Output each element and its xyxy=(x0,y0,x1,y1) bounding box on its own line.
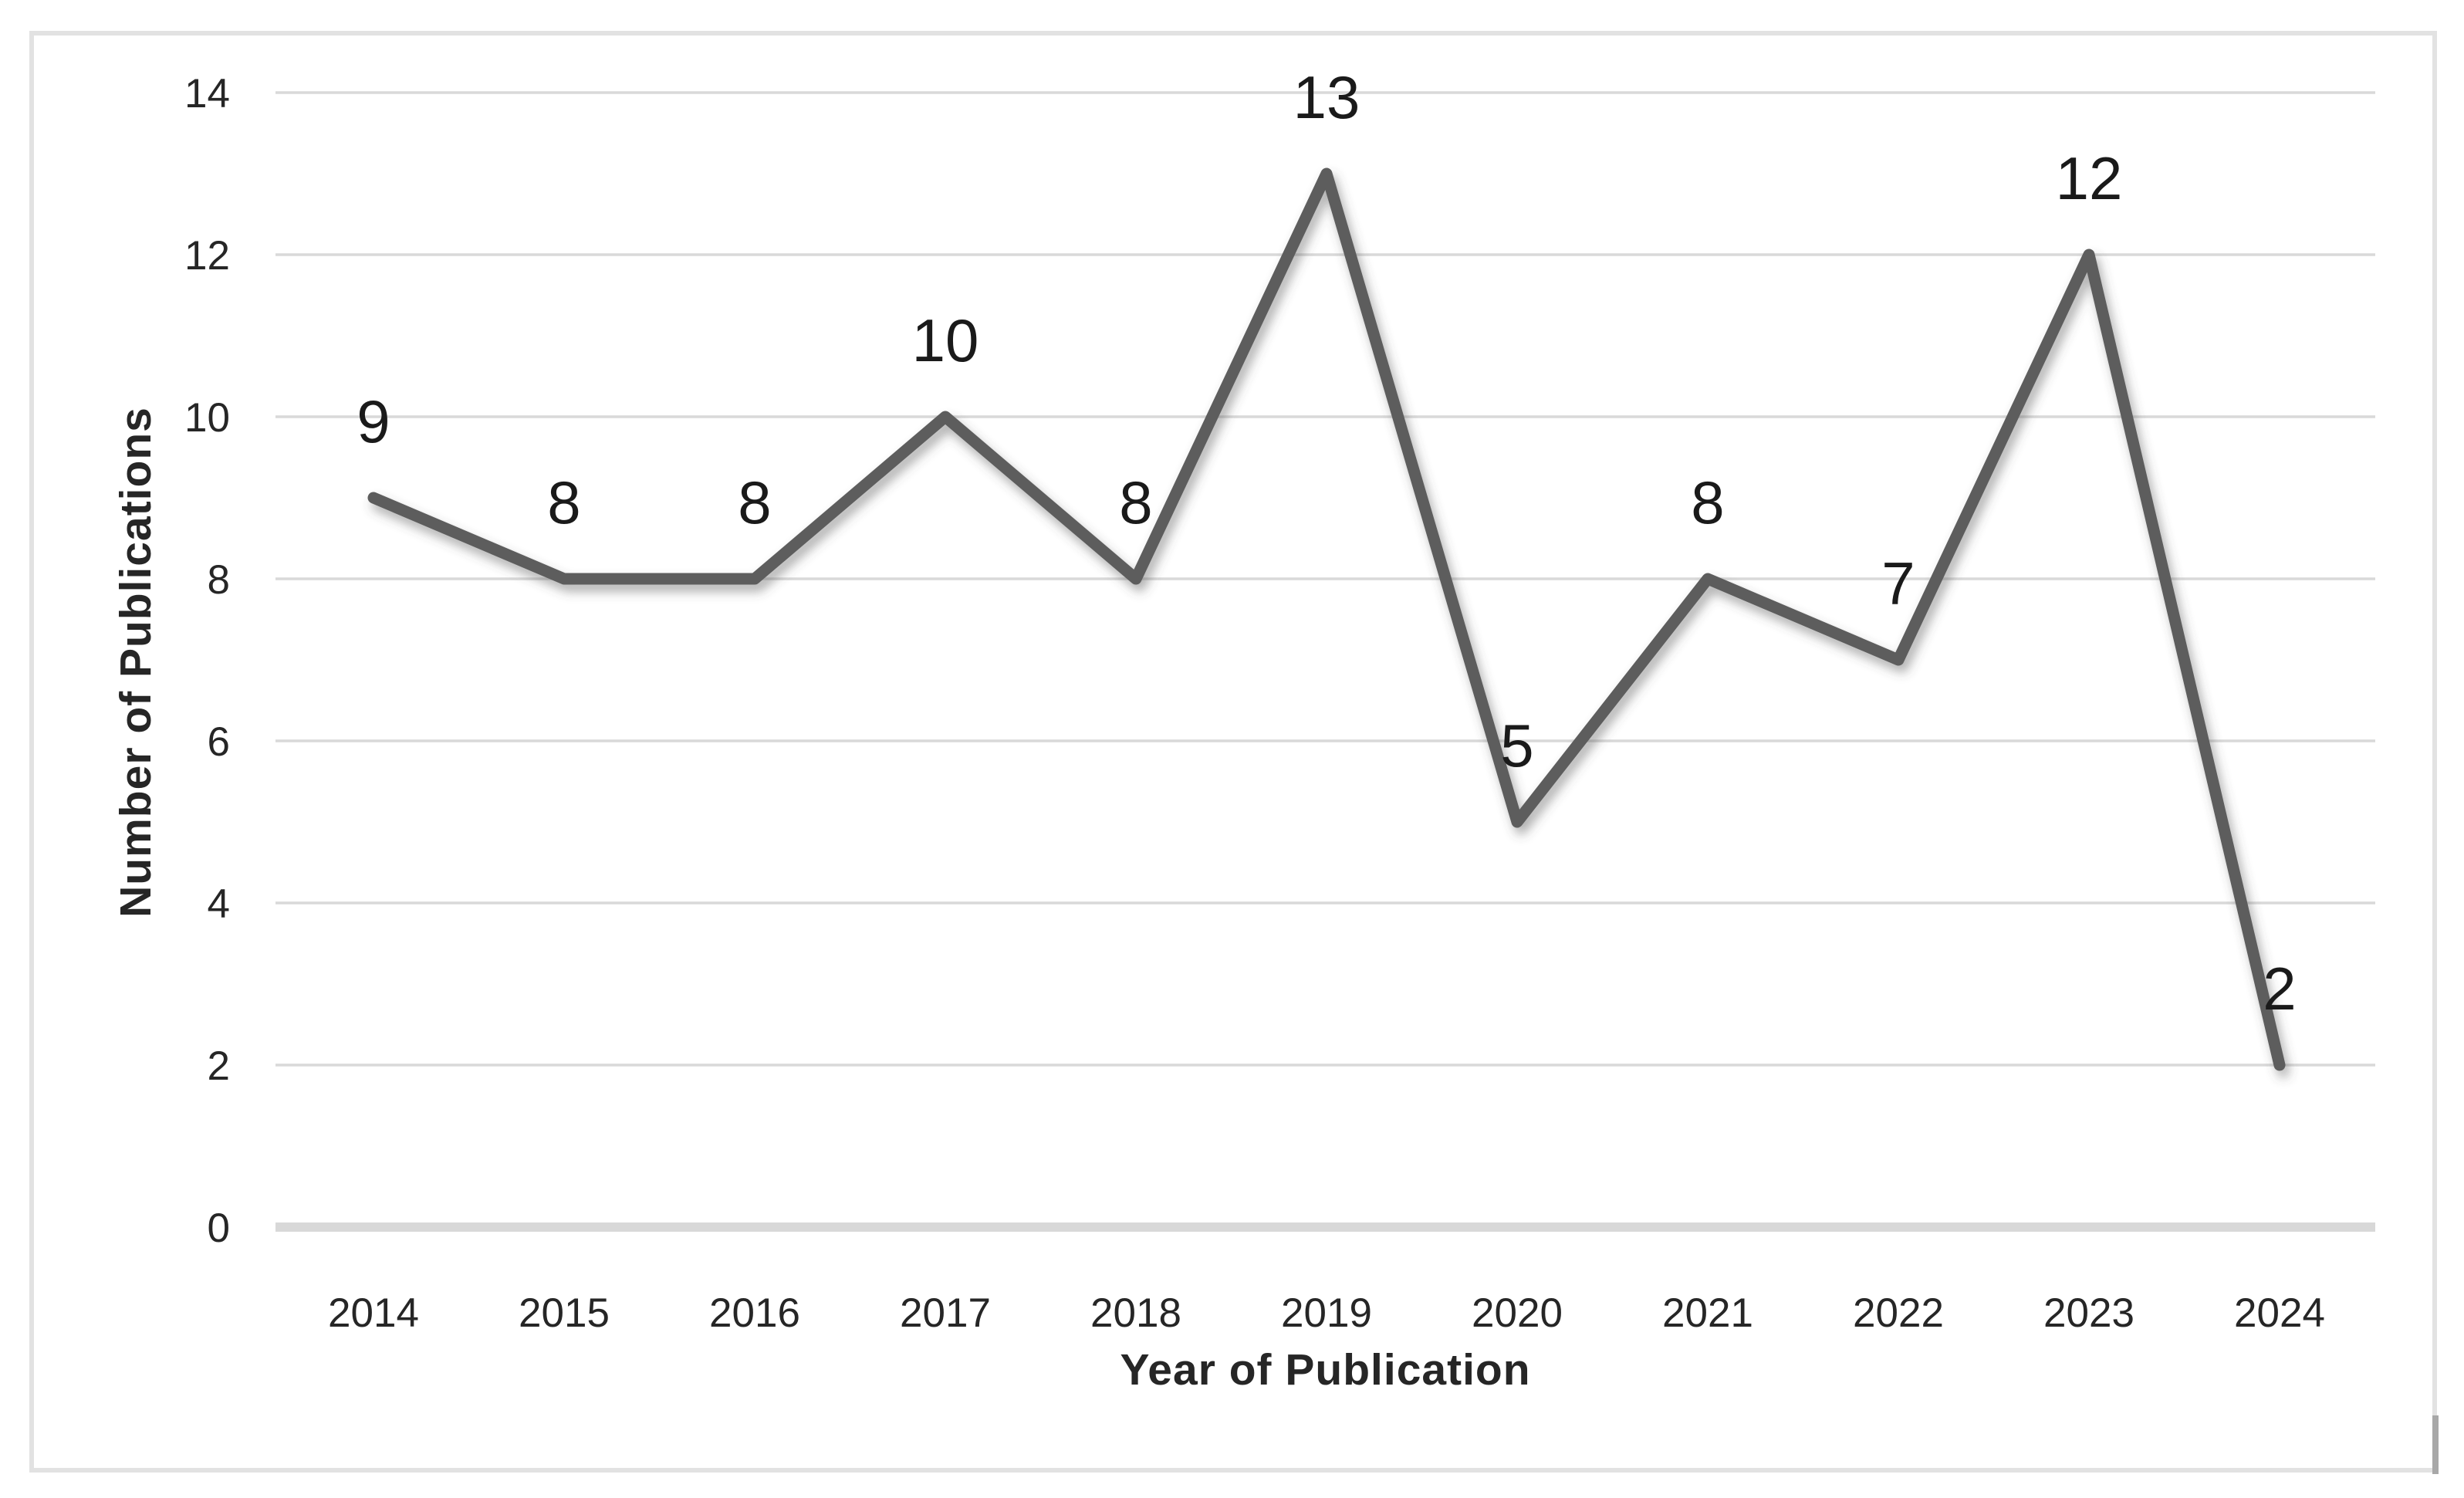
y-tick-label: 6 xyxy=(208,719,230,765)
data-label: 13 xyxy=(1293,63,1360,131)
y-tick-label: 10 xyxy=(184,395,230,441)
x-tick-label: 2016 xyxy=(709,1290,800,1336)
x-tick-label: 2017 xyxy=(900,1290,991,1336)
y-tick-label: 4 xyxy=(208,881,230,927)
x-tick-label: 2022 xyxy=(1853,1290,1944,1336)
data-label: 9 xyxy=(357,387,390,455)
y-tick-label: 14 xyxy=(184,71,230,117)
data-label: 2 xyxy=(2263,955,2296,1023)
x-tick-label: 2021 xyxy=(1662,1290,1753,1336)
y-tick-label: 8 xyxy=(208,557,230,603)
x-tick-label: 2020 xyxy=(1472,1290,1563,1336)
data-label: 8 xyxy=(547,468,580,536)
x-tick-label: 2014 xyxy=(328,1290,419,1336)
data-label: 8 xyxy=(738,468,771,536)
scrollbar-fragment xyxy=(2432,1415,2439,1474)
data-label: 7 xyxy=(1881,549,1915,617)
chart-border-frame xyxy=(29,31,2437,1473)
data-label: 10 xyxy=(912,306,979,374)
series-line-publications xyxy=(367,167,2286,1071)
x-tick-label: 2019 xyxy=(1281,1290,1372,1336)
x-tick-label: 2018 xyxy=(1090,1290,1181,1336)
y-tick-label: 0 xyxy=(208,1206,230,1251)
data-label: 12 xyxy=(2056,144,2123,212)
y-axis-title: Number of Publications xyxy=(111,407,161,918)
x-axis-title: Year of Publication xyxy=(1120,1345,1531,1395)
x-tick-label: 2015 xyxy=(519,1290,610,1336)
x-tick-label: 2024 xyxy=(2234,1290,2325,1336)
x-tick-label: 2023 xyxy=(2043,1290,2134,1336)
data-label: 8 xyxy=(1691,468,1724,536)
y-tick-label: 12 xyxy=(184,233,230,279)
y-tick-label: 2 xyxy=(208,1043,230,1089)
data-label: 5 xyxy=(1500,712,1533,779)
data-label: 8 xyxy=(1119,468,1152,536)
